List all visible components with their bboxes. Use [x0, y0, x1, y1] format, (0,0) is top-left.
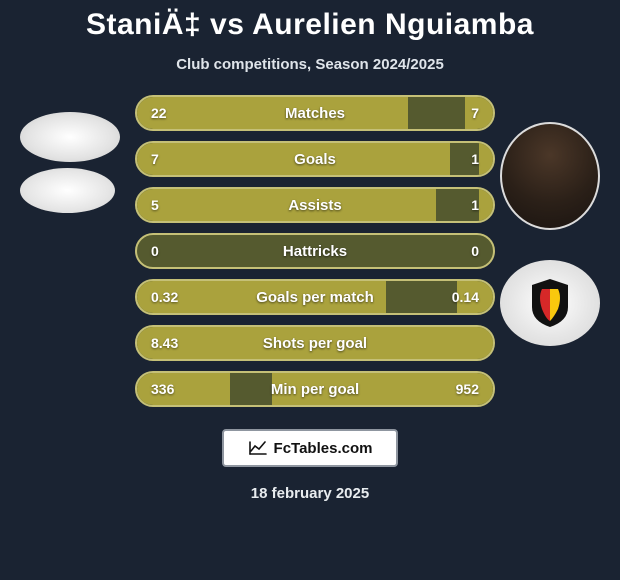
stat-row: 336 952 Min per goal: [135, 371, 495, 407]
stat-label: Matches: [285, 105, 345, 122]
subtitle: Club competitions, Season 2024/2025: [176, 56, 444, 73]
fill-right: [479, 143, 493, 175]
stat-value-left: 0.32: [151, 289, 178, 305]
player-left-column: [20, 112, 120, 213]
fill-right: [479, 189, 493, 221]
brand-text: FcTables.com: [274, 440, 373, 457]
stat-value-left: 0: [151, 243, 159, 259]
stat-value-left: 7: [151, 151, 159, 167]
stat-value-right: 1: [471, 151, 479, 167]
player-right-photo: [500, 122, 600, 230]
brand-badge[interactable]: FcTables.com: [222, 429, 398, 467]
chart-icon: [248, 440, 268, 456]
player-left-photo: [20, 112, 120, 162]
stat-label: Hattricks: [283, 243, 347, 260]
fill-left: [137, 189, 436, 221]
stats-rows: 22 7 Matches 7 1 Goals 5 1 Assists 0 0 Hattricks 0.3…: [135, 95, 495, 407]
shield-icon: [528, 277, 572, 329]
stat-value-left: 336: [151, 381, 174, 397]
date-text: 18 february 2025: [251, 485, 369, 502]
page-title: StaniÄ‡ vs Aurelien Nguiamba: [86, 8, 534, 42]
stat-value-left: 8.43: [151, 335, 178, 351]
stat-row: 7 1 Goals: [135, 141, 495, 177]
stat-value-right: 1: [471, 197, 479, 213]
stat-value-left: 5: [151, 197, 159, 213]
stat-label: Goals per match: [256, 289, 374, 306]
stat-value-left: 22: [151, 105, 167, 121]
stat-value-right: 0: [471, 243, 479, 259]
stat-value-right: 952: [456, 381, 479, 397]
stat-value-right: 0.14: [452, 289, 479, 305]
stat-value-right: 7: [471, 105, 479, 121]
stat-label: Min per goal: [271, 381, 359, 398]
stat-row: 22 7 Matches: [135, 95, 495, 131]
stat-label: Shots per goal: [263, 335, 367, 352]
stat-label: Goals: [294, 151, 336, 168]
stat-row: 5 1 Assists: [135, 187, 495, 223]
player-right-column: [500, 122, 600, 236]
stat-row: 8.43 Shots per goal: [135, 325, 495, 361]
stat-row: 0.32 0.14 Goals per match: [135, 279, 495, 315]
stat-label: Assists: [288, 197, 341, 214]
club-left-badge: [20, 168, 115, 213]
fill-left: [137, 97, 408, 129]
club-right-badge: [500, 260, 600, 346]
stat-row: 0 0 Hattricks: [135, 233, 495, 269]
